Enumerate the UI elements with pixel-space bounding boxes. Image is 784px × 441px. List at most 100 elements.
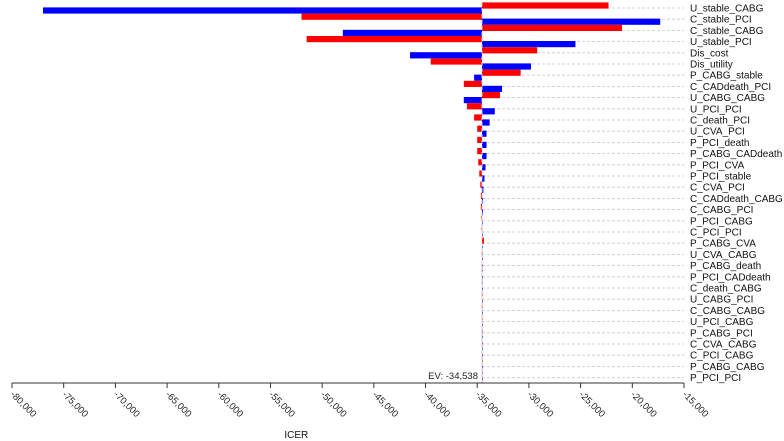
bar-blue-U_CABG_PCI <box>482 298 483 305</box>
category-label-C_stable_CABG: C_stable_CABG <box>690 26 764 37</box>
category-labels: U_stable_CABGC_stable_PCIC_stable_CABGU_… <box>690 4 783 385</box>
category-label-U_CVA_CABG: U_CVA_CABG <box>690 250 757 261</box>
bar-blue-C_stable_PCI <box>482 18 661 25</box>
bar-red-P_CABG_CADdeath <box>477 148 483 155</box>
bar-red-P_CABG_CVA <box>482 237 484 244</box>
bar-blue-Dis_utility <box>482 63 531 70</box>
bar-red-P_PCI_CVA <box>478 159 483 166</box>
bar-blue-U_stable_PCI <box>482 41 576 48</box>
x-tick-label-12: -20,000 <box>628 389 659 420</box>
bar-blue-P_PCI_CVA <box>482 164 486 171</box>
x-tick-label-3: -65,000 <box>163 389 194 420</box>
category-label-U_CVA_PCI: U_CVA_PCI <box>690 127 745 138</box>
category-label-P_CABG_CVA: P_CABG_CVA <box>690 239 756 250</box>
x-tick-label-7: -45,000 <box>370 389 401 420</box>
bar-red-C_CADdeath_PCI <box>463 80 483 87</box>
bar-red-P_CABG_stable <box>482 69 521 76</box>
category-label-P_CABG_CADdeath: P_CABG_CADdeath <box>690 149 782 160</box>
x-tick-label-4: -60,000 <box>215 389 246 420</box>
category-label-C_CADdeath_CABG: C_CADdeath_CABG <box>690 194 783 205</box>
category-label-P_PCI_CVA: P_PCI_CVA <box>690 160 745 171</box>
bar-red-Dis_cost <box>482 47 538 54</box>
bar-blue-U_PCI_PCI <box>482 108 495 115</box>
bar-red-C_PCI_PCI <box>481 226 483 233</box>
bar-red-U_stable_PCI <box>306 36 483 43</box>
category-label-C_CADdeath_PCI: C_CADdeath_PCI <box>690 82 771 93</box>
bar-blue-U_CVA_PCI <box>482 130 487 137</box>
category-label-U_CABG_PCI: U_CABG_PCI <box>690 295 753 306</box>
category-label-C_CVA_CABG: C_CVA_CABG <box>690 340 757 351</box>
category-label-P_CABG_death: P_CABG_death <box>690 261 761 272</box>
category-label-P_PCI_stable: P_PCI_stable <box>690 172 752 183</box>
x-axis: -80,000 -75,000 -70,000 -65,000 -60,000 -55,0… <box>8 382 711 420</box>
bar-red-U_stable_CABG <box>482 2 609 9</box>
bar-red-Dis_utility <box>430 58 483 65</box>
category-label-C_death_CABG: C_death_CABG <box>690 284 762 295</box>
bar-blue-C_CADdeath_PCI <box>482 85 503 92</box>
category-label-P_CABG_CABG: P_CABG_CABG <box>690 362 765 373</box>
x-axis-label: ICER <box>284 430 308 441</box>
bar-red-P_CABG_PCI <box>481 327 483 334</box>
category-label-C_stable_PCI: C_stable_PCI <box>690 15 752 26</box>
bar-red-P_PCI_death <box>477 136 483 143</box>
bar-blue-U_stable_CABG <box>43 7 483 14</box>
bar-blue-P_CABG_stable <box>474 74 483 81</box>
bar-red-C_CVA_PCI <box>480 181 483 188</box>
bar-blue-C_CABG_CABG <box>482 309 483 316</box>
x-tick-label-0: -80,000 <box>8 389 39 420</box>
x-tick-label-1: -75,000 <box>60 389 91 420</box>
category-label-P_PCI_death: P_PCI_death <box>690 138 750 149</box>
x-tick-label-2: -70,000 <box>111 389 142 420</box>
category-label-P_CABG_stable: P_CABG_stable <box>690 71 763 82</box>
bar-blue-P_PCI_stable <box>482 175 485 182</box>
category-label-P_PCI_CADdeath: P_PCI_CADdeath <box>690 272 771 283</box>
bar-blue-C_stable_CABG <box>342 29 483 36</box>
bar-red-C_stable_PCI <box>301 13 483 20</box>
x-tick-label-9: -35,000 <box>473 389 504 420</box>
category-label-Dis_utility: Dis_utility <box>690 60 733 71</box>
category-label-C_CVA_PCI: C_CVA_PCI <box>690 183 745 194</box>
category-label-C_CABG_PCI: C_CABG_PCI <box>690 205 753 216</box>
x-tick-label-10: -30,000 <box>525 389 556 420</box>
category-label-U_PCI_PCI: U_PCI_PCI <box>690 104 742 115</box>
category-label-U_stable_CABG: U_stable_CABG <box>690 4 764 15</box>
bar-red-P_PCI_stable <box>479 170 483 177</box>
bar-red-U_CABG_CABG <box>482 92 500 99</box>
bar-blue-U_CABG_CABG <box>463 97 483 104</box>
ev-label: EV: -34,538 <box>428 371 478 382</box>
bar-red-C_CABG_CABG <box>481 304 483 311</box>
bar-red-C_death_PCI <box>474 114 483 121</box>
category-label-P_PCI_CABG: P_PCI_CABG <box>690 216 753 227</box>
bar-red-U_CVA_PCI <box>477 125 483 132</box>
bar-blue-C_death_PCI <box>482 119 490 126</box>
category-label-U_stable_PCI: U_stable_PCI <box>690 37 752 48</box>
category-label-C_CABG_CABG: C_CABG_CABG <box>690 306 765 317</box>
x-tick-label-11: -25,000 <box>576 389 607 420</box>
category-label-C_PCI_CABG: C_PCI_CABG <box>690 351 754 362</box>
bar-red-C_CABG_PCI <box>480 204 483 211</box>
category-guide-lines <box>482 7 684 379</box>
bar-blue-U_PCI_CABG <box>482 321 483 328</box>
x-tick-label-13: -15,000 <box>680 389 711 420</box>
x-tick-label-8: -40,000 <box>421 389 452 420</box>
bar-blue-C_PCI_PCI <box>482 231 483 238</box>
bar-blue-Dis_cost <box>410 52 483 59</box>
category-label-P_PCI_PCI: P_PCI_PCI <box>690 373 741 384</box>
category-label-U_CABG_CABG: U_CABG_CABG <box>690 93 765 104</box>
bar-red-U_PCI_CABG <box>481 316 483 323</box>
category-label-P_CABG_PCI: P_CABG_PCI <box>690 328 753 339</box>
x-tick-label-6: -50,000 <box>318 389 349 420</box>
category-label-U_PCI_CABG: U_PCI_CABG <box>690 317 754 328</box>
bar-blue-P_PCI_CABG <box>482 220 483 227</box>
category-label-C_death_PCI: C_death_PCI <box>690 116 750 127</box>
category-label-C_PCI_PCI: C_PCI_PCI <box>690 228 742 239</box>
bar-red-C_stable_CABG <box>482 24 622 31</box>
bars-layer <box>43 2 661 384</box>
bar-red-C_CADdeath_CABG <box>480 192 483 199</box>
bar-blue-P_CABG_CADdeath <box>482 153 487 160</box>
x-tick-label-5: -55,000 <box>266 389 297 420</box>
bar-blue-C_CVA_PCI <box>482 186 484 193</box>
bar-red-U_PCI_PCI <box>466 103 483 110</box>
